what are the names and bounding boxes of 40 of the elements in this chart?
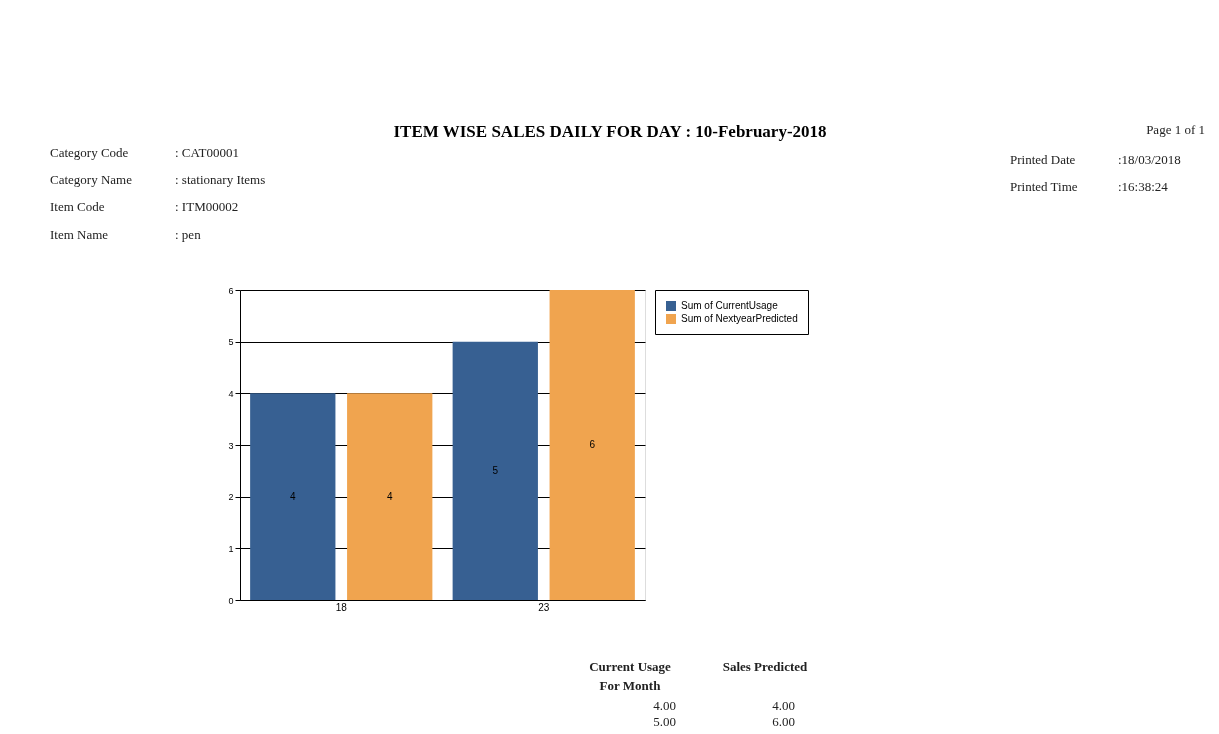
text: 4.00 — [772, 698, 795, 713]
text: Category Code — [50, 145, 129, 160]
legend-label: Sum of NextyearPredicted — [681, 313, 798, 324]
text: Item Name — [50, 227, 109, 242]
data-label: 6 — [589, 439, 596, 450]
text: : CAT00001 — [175, 145, 239, 160]
y-tick-label: 0 — [228, 595, 234, 606]
text: Sales Predicted — [722, 659, 809, 674]
bar — [452, 341, 538, 600]
data-label: 4 — [386, 490, 393, 502]
text: Current Usage — [589, 659, 672, 674]
data-label: 5 — [492, 464, 499, 476]
bar — [347, 393, 433, 600]
text: Page 1 of 1 — [1146, 122, 1205, 137]
text: :18/03/2018 — [1118, 152, 1181, 167]
y-tick-label: 1 — [228, 543, 234, 554]
text: : stationary Items — [175, 172, 266, 187]
y-tick-label: 3 — [228, 440, 234, 451]
x-tick-label: 23 — [538, 601, 550, 613]
y-tick-label: 2 — [228, 492, 234, 503]
text: Item Code — [50, 199, 105, 214]
bar — [250, 393, 336, 600]
text: Category Name — [50, 172, 133, 187]
data-label: 4 — [290, 490, 296, 502]
bar — [549, 290, 635, 600]
text: Printed Time — [1010, 179, 1078, 194]
legend-label: Sum of CurrentUsage — [681, 300, 779, 311]
x-tick-label: 18 — [335, 601, 348, 613]
y-tick-label: 6 — [228, 285, 234, 296]
chart-title: ITEM WISE SALES DAILY FOR DAY : 10-February-2018 — [393, 122, 827, 141]
text: 6.00 — [772, 714, 795, 729]
text: : ITM00002 — [175, 199, 239, 214]
text: 5.00 — [653, 714, 676, 729]
text: : pen — [175, 227, 202, 242]
y-tick-label: 5 — [228, 337, 234, 348]
text: 4.00 — [653, 698, 676, 713]
y-tick-label: 4 — [228, 388, 234, 399]
text: Printed Date — [1010, 152, 1076, 167]
text: :16:38:24 — [1118, 179, 1169, 194]
text: For Month — [599, 678, 662, 693]
